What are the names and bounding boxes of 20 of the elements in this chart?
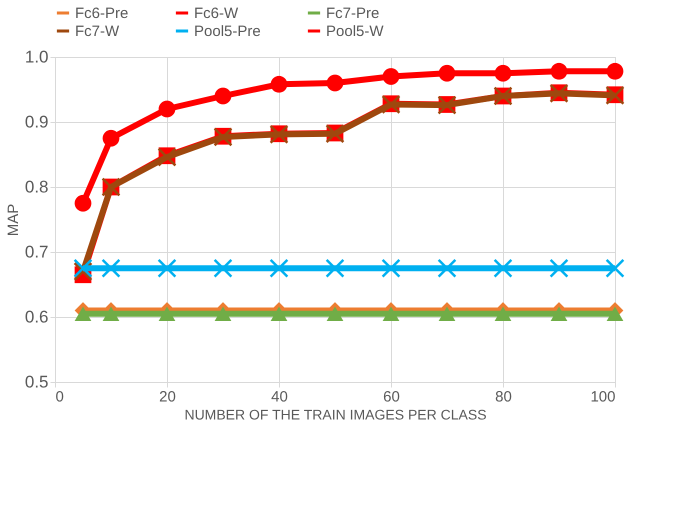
legend-label: Pool5-Pre: [194, 23, 261, 40]
y-tick-label: 0.6: [24, 308, 48, 326]
x-tick-label: 100: [590, 388, 616, 406]
x-tick-label: 60: [383, 388, 400, 406]
x-tick-label: 40: [271, 388, 288, 406]
y-tick-label: 0.7: [24, 242, 48, 262]
y-tick-label: 0.8: [24, 178, 48, 196]
y-tick-label: 0.9: [24, 112, 48, 132]
legend-label: Fc6-W: [194, 5, 239, 22]
legend-label: Fc7-Pre: [326, 5, 380, 22]
x-tick-label: 80: [495, 388, 512, 406]
x-tick-label: 0: [56, 388, 64, 406]
y-axis-title: MAP: [4, 204, 22, 236]
x-axis-title: NUMBER OF THE TRAIN IMAGES PER CLASS: [184, 406, 487, 422]
legend-label: Fc6-Pre: [75, 5, 128, 22]
legend-label: Fc7-W: [75, 23, 120, 40]
legend-label: Pool5-W: [326, 23, 384, 40]
y-tick-label: 1.0: [24, 48, 48, 66]
y-tick-label: 0.5: [24, 372, 48, 392]
x-tick-label: 20: [159, 388, 176, 406]
